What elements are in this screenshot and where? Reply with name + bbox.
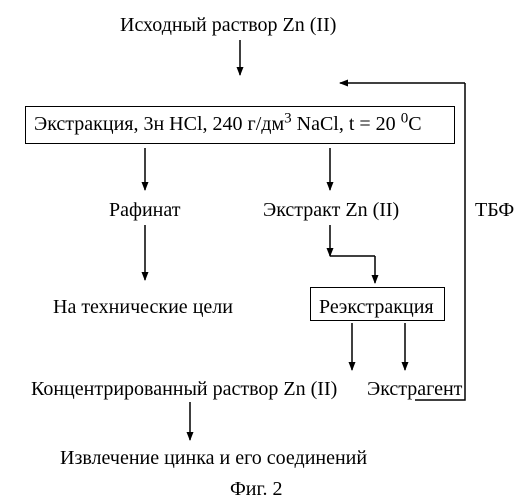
final: Извлечение цинка и его соединений (60, 447, 367, 470)
tbp: ТБФ (475, 199, 514, 222)
source: Исходный раствор Zn (II) (120, 14, 336, 37)
extraction-sup1: 3 (284, 110, 292, 126)
extraction-text: Экстракция, 3н HCl, 240 г/дм3 NaCl, t = … (34, 113, 422, 136)
extraction-p2: NaCl, t = 20 (292, 113, 401, 135)
extract: Экстракт Zn (II) (263, 199, 399, 222)
extragent: Экстрагент (367, 378, 462, 401)
raffinate: Рафинат (109, 199, 180, 222)
conc: Концентрированный раствор Zn (II) (31, 378, 337, 401)
reextraction-box (310, 287, 445, 321)
fig: Фиг. 2 (230, 478, 282, 501)
tech: На технические цели (53, 296, 233, 319)
extraction-p3: C (408, 113, 421, 135)
extraction-p1: Экстракция, 3н HCl, 240 г/дм (34, 113, 284, 135)
